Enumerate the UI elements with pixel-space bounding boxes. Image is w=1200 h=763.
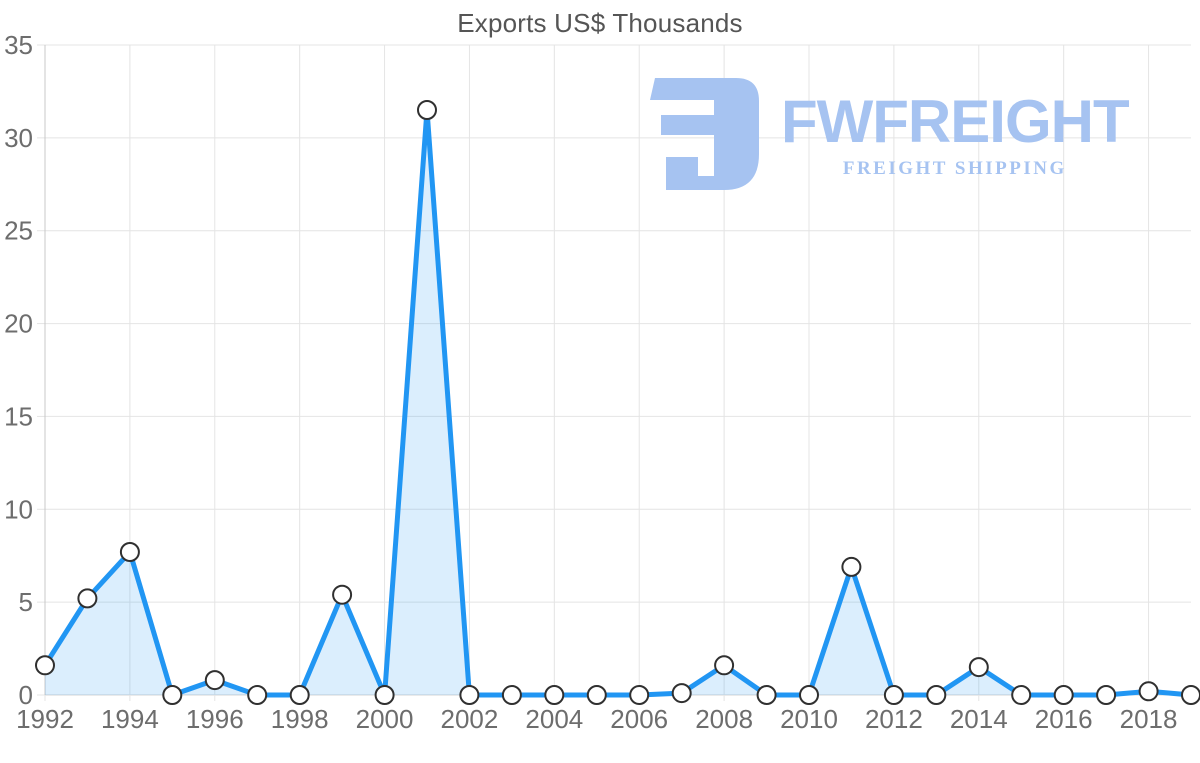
y-tick-label: 10 <box>4 494 33 524</box>
data-point[interactable] <box>459 685 480 705</box>
data-point[interactable] <box>544 685 565 705</box>
y-tick-label: 30 <box>4 123 33 153</box>
x-tick-label: 2008 <box>695 704 753 734</box>
data-point[interactable] <box>1011 685 1032 705</box>
data-point[interactable] <box>586 685 607 705</box>
data-point[interactable] <box>417 100 437 120</box>
y-tick-label: 20 <box>4 309 33 339</box>
data-point[interactable] <box>204 670 225 691</box>
data-point[interactable] <box>1181 685 1200 705</box>
gridlines <box>37 44 1191 701</box>
data-point[interactable] <box>799 685 819 705</box>
x-tick-label: 1996 <box>186 704 244 734</box>
x-tick-label: 1994 <box>101 704 159 734</box>
data-point[interactable] <box>501 685 522 705</box>
data-point[interactable] <box>1138 681 1159 702</box>
data-point[interactable] <box>119 542 140 562</box>
chart-title: Exports US$ Thousands <box>457 8 743 38</box>
y-tick-label: 25 <box>4 216 33 246</box>
x-tick-label: 1992 <box>16 704 74 734</box>
x-tick-label: 2014 <box>950 704 1008 734</box>
x-tick-label: 2012 <box>865 704 923 734</box>
data-point[interactable] <box>332 584 353 605</box>
y-tick-label: 5 <box>19 587 33 617</box>
y-tick-label: 0 <box>19 680 33 710</box>
data-point[interactable] <box>1096 685 1117 705</box>
y-tick-label: 15 <box>4 401 33 431</box>
x-tick-label: 2006 <box>610 704 668 734</box>
data-point[interactable] <box>968 657 989 678</box>
x-tick-label: 2018 <box>1120 704 1178 734</box>
data-point-markers <box>35 100 1200 705</box>
x-tick-label: 2010 <box>780 704 838 734</box>
data-point[interactable] <box>841 556 862 577</box>
x-tick-label: 2004 <box>525 704 583 734</box>
data-point[interactable] <box>77 588 98 609</box>
series-area-fill <box>45 110 1191 695</box>
data-point[interactable] <box>926 685 947 705</box>
y-tick-label: 35 <box>4 30 33 60</box>
data-point[interactable] <box>162 685 183 705</box>
x-tick-label: 1998 <box>271 704 329 734</box>
data-point[interactable] <box>629 685 650 705</box>
data-point[interactable] <box>671 683 692 704</box>
data-point[interactable] <box>374 685 395 705</box>
series-line <box>42 107 1194 698</box>
x-tick-label: 2000 <box>356 704 414 734</box>
data-point[interactable] <box>247 685 268 705</box>
data-point[interactable] <box>756 685 777 705</box>
tick-labels: 0 5 10 15 20 25 30 35 1992 1994 1996 1998 2000 2002 20… <box>4 30 1177 734</box>
x-tick-label: 2016 <box>1035 704 1093 734</box>
data-point[interactable] <box>35 655 55 676</box>
data-point[interactable] <box>714 655 735 676</box>
data-point[interactable] <box>289 685 310 705</box>
data-point[interactable] <box>1053 685 1074 705</box>
x-tick-label: 2002 <box>441 704 499 734</box>
data-point[interactable] <box>883 685 904 705</box>
